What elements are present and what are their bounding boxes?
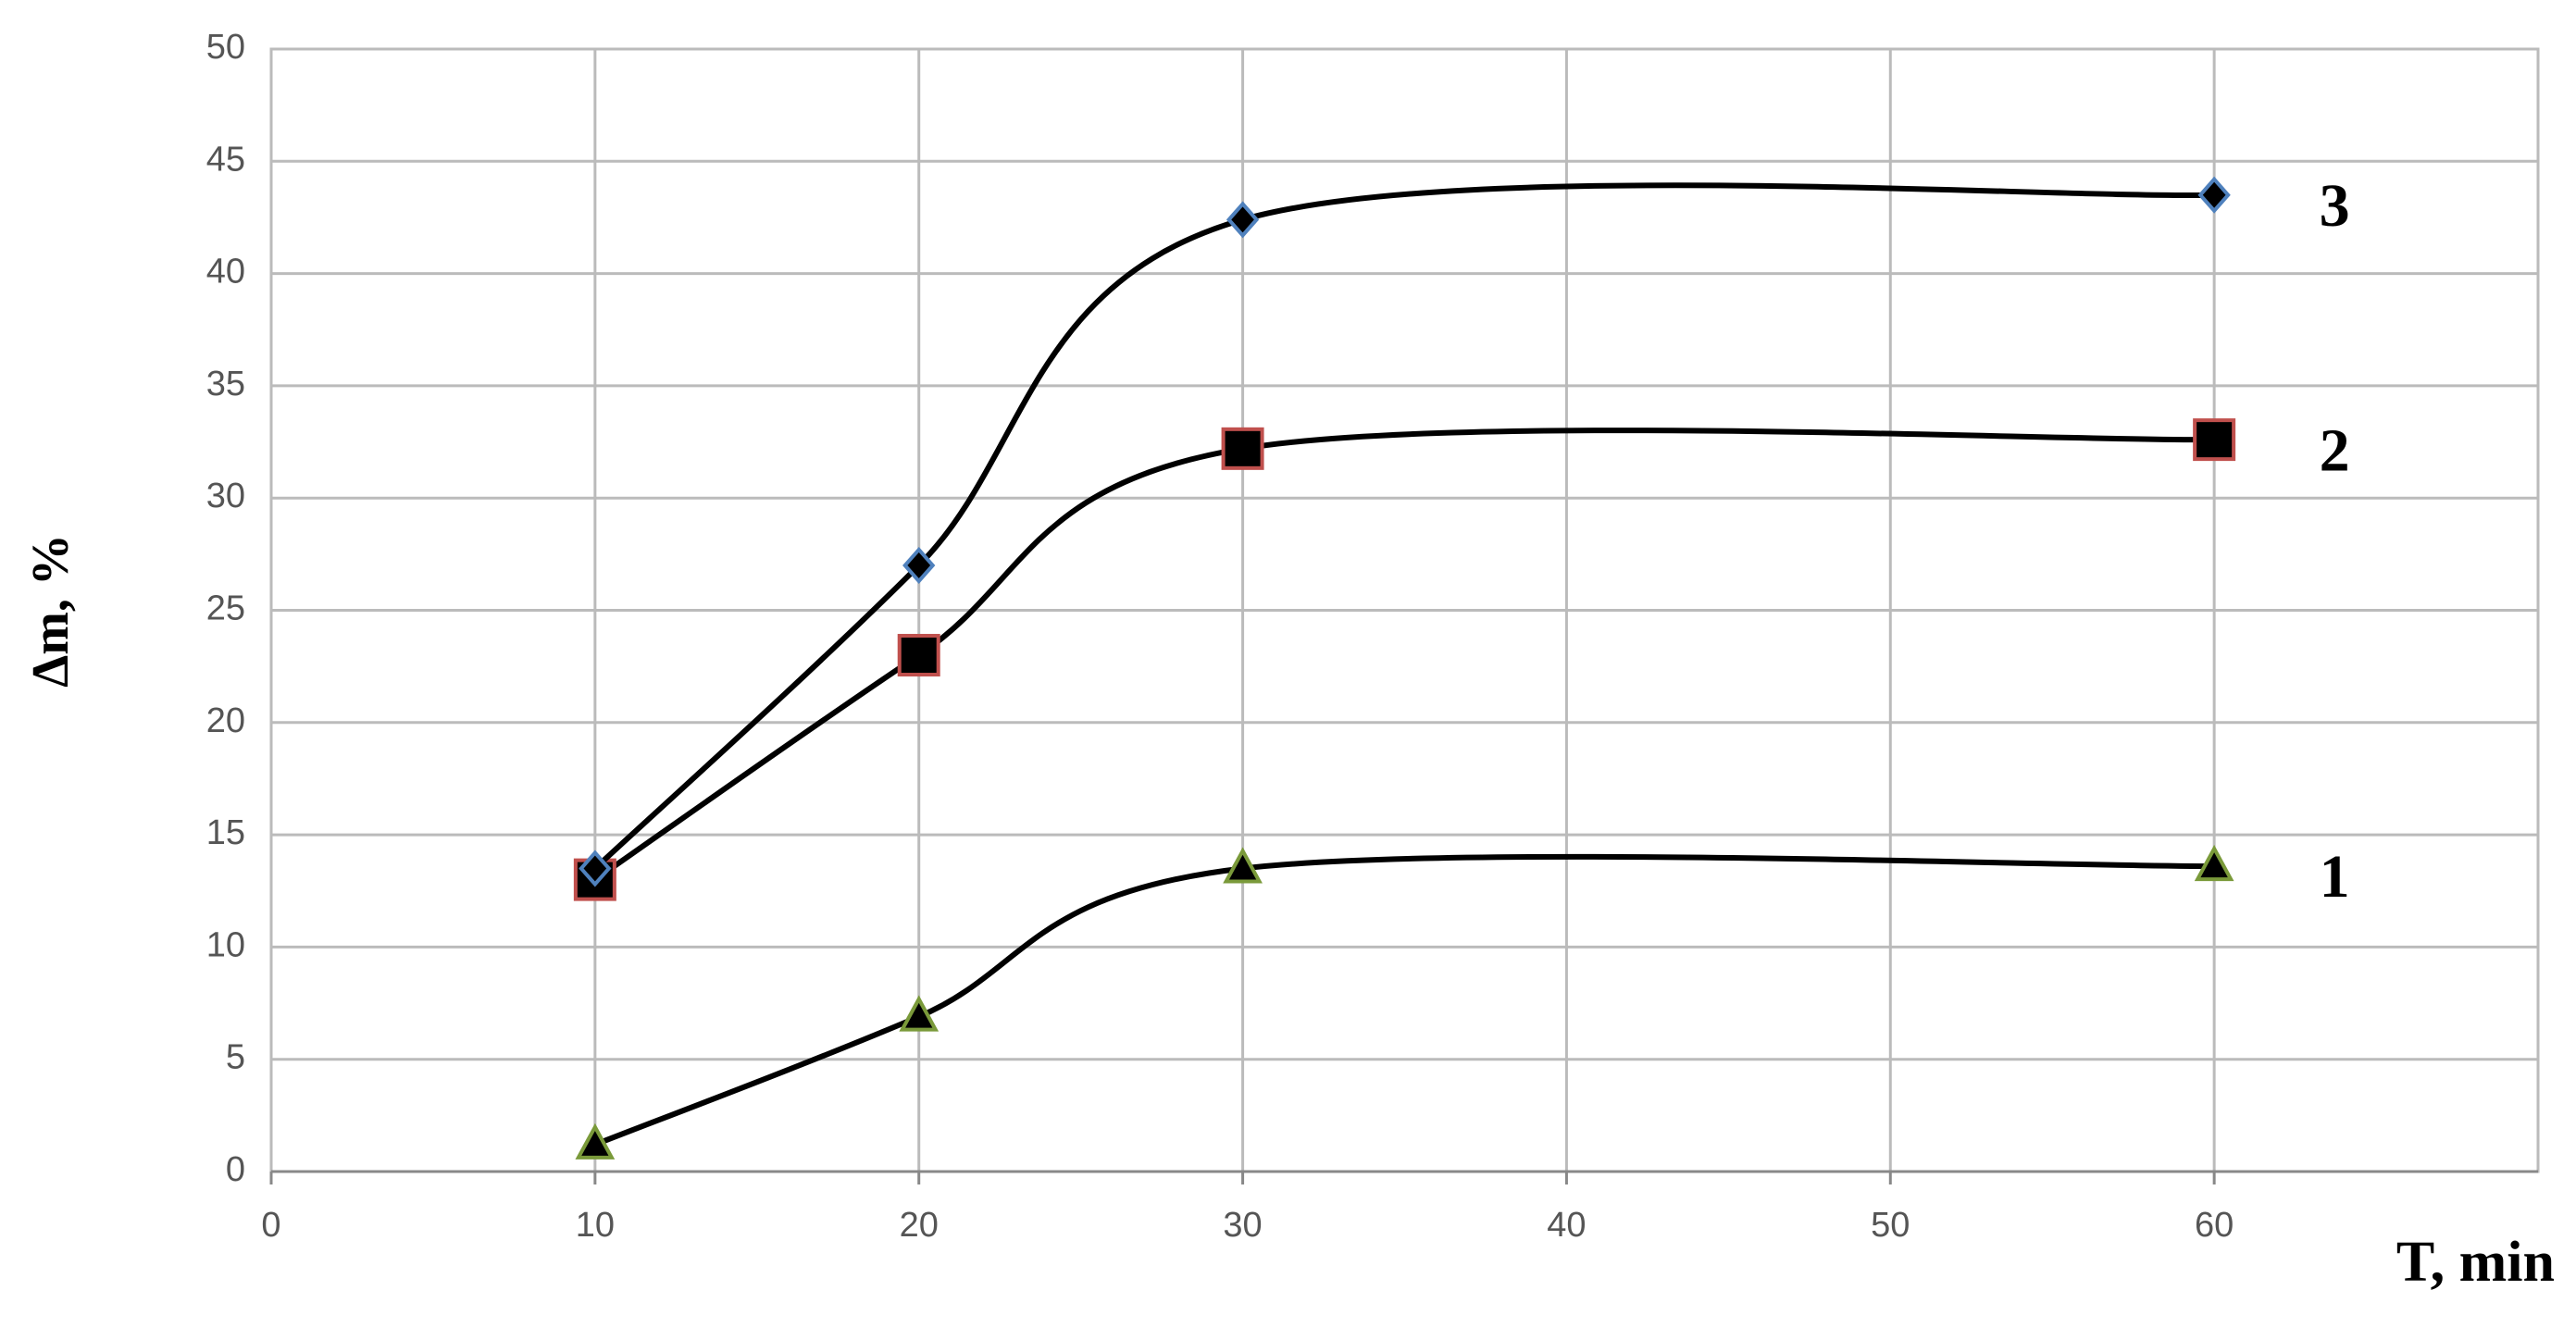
y-tick-label: 10 [206, 925, 245, 964]
marker [897, 634, 940, 677]
x-tick-label: 50 [1871, 1206, 1910, 1245]
x-tick-label: 60 [2195, 1206, 2234, 1245]
marker [2197, 176, 2231, 214]
x-tick-label: 0 [261, 1206, 280, 1245]
y-tick-label: 30 [206, 477, 245, 515]
y-tick-label: 45 [206, 140, 245, 179]
y-tick-label: 50 [206, 28, 245, 67]
x-tick-label: 30 [1223, 1206, 1262, 1245]
series-label: 2 [2320, 416, 2350, 484]
marker [899, 995, 940, 1032]
series-line [593, 853, 2215, 1147]
y-tick-label: 35 [206, 365, 245, 403]
x-tick-label: 20 [900, 1206, 939, 1245]
marker [579, 850, 612, 887]
y-tick-label: 5 [226, 1038, 245, 1077]
y-tick-label: 40 [206, 253, 245, 291]
marker [1226, 201, 1260, 239]
y-tick-label: 20 [206, 701, 245, 740]
y-tick-label: 0 [226, 1150, 245, 1189]
x-tick-label: 10 [576, 1206, 615, 1245]
y-tick-label: 15 [206, 813, 245, 852]
marker [1221, 427, 1264, 470]
marker [2194, 844, 2234, 882]
y-tick-label: 25 [206, 589, 245, 628]
marker [2193, 418, 2236, 462]
marker [575, 1122, 616, 1160]
x-tick-label: 40 [1547, 1206, 1586, 1245]
y-axis-label: Δm, % [22, 534, 80, 688]
series-label: 3 [2320, 172, 2350, 240]
series-label: 1 [2320, 843, 2350, 911]
marker [902, 546, 936, 585]
x-axis-label: T, min [2396, 1231, 2555, 1294]
marker [1223, 847, 1263, 884]
series-line [592, 182, 2215, 871]
series-line [593, 428, 2215, 883]
